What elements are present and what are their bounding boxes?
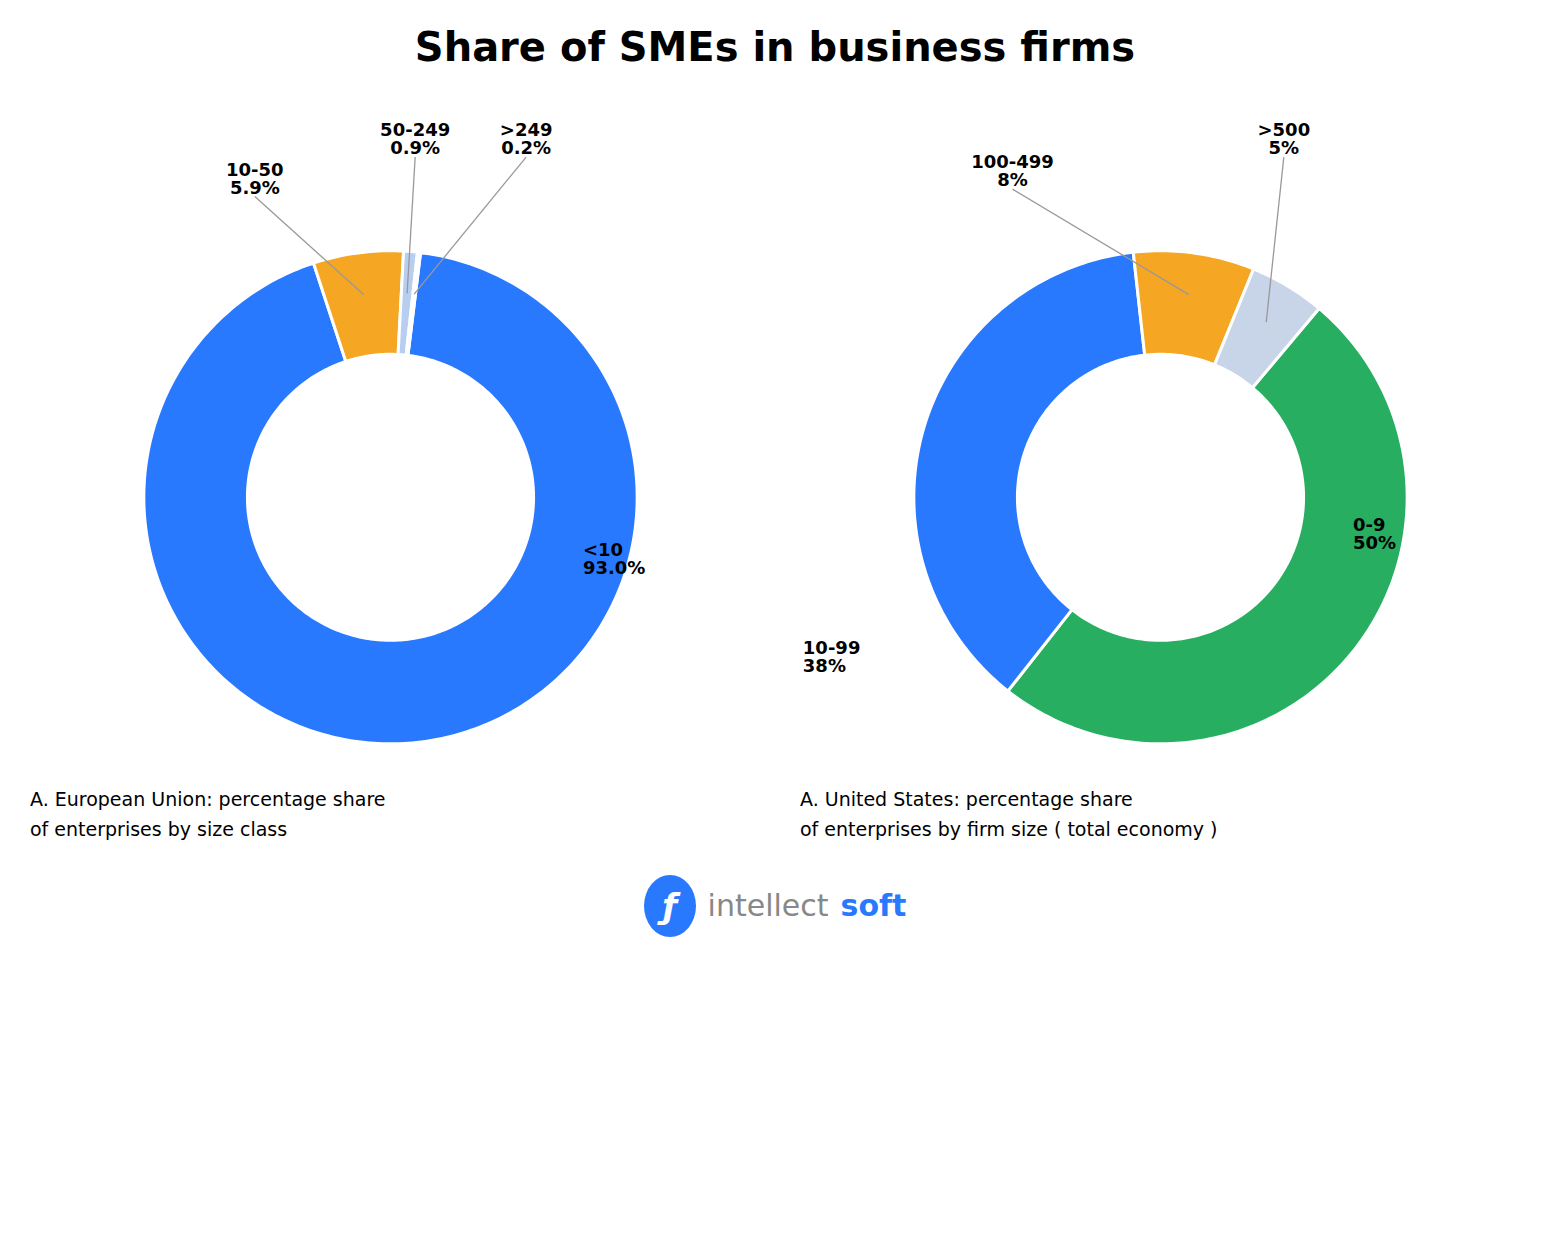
svg-text:50-2490.9%: 50-2490.9%	[380, 119, 450, 158]
svg-text:0-950%: 0-950%	[1353, 514, 1396, 553]
html-text:ƒ: ƒ	[662, 885, 677, 926]
svg-text:>5005%: >5005%	[1258, 119, 1311, 158]
html-text:intellect soft: intellect soft	[707, 888, 907, 924]
svg-text:100-4998%: 100-4998%	[971, 151, 1054, 190]
svg-text:<1093.0%: <1093.0%	[583, 539, 645, 578]
html-text:A. European Union: percentage: A. European Union: percentage share of e…	[30, 788, 386, 841]
svg-text:10-505.9%: 10-505.9%	[226, 159, 284, 198]
html-text:Share of SMEs in business firm: Share of SMEs in business firms	[414, 24, 1136, 70]
svg-text:10-9938%: 10-9938%	[803, 637, 861, 676]
svg-text:>2490.2%: >2490.2%	[500, 119, 553, 158]
html-text:A. United States: percentage s: A. United States: percentage share of en…	[800, 788, 1218, 841]
